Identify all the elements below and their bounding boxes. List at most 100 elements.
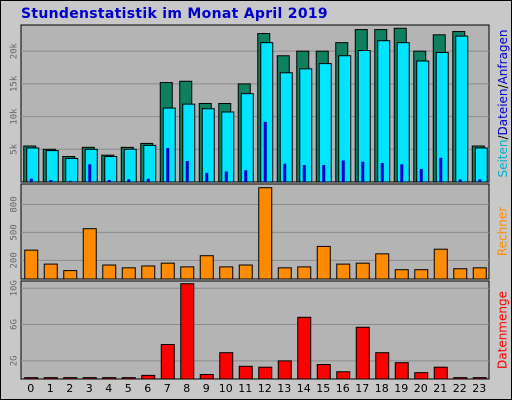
bar-datenmenge xyxy=(355,326,370,380)
bar-datenmenge xyxy=(63,377,78,380)
bar-datenmenge xyxy=(141,374,156,380)
bar-rechner xyxy=(277,267,292,280)
bar-datenmenge xyxy=(180,283,195,380)
bar-anfragen xyxy=(146,178,150,182)
xtick-label: 21 xyxy=(433,382,447,395)
bar-rechner xyxy=(297,266,312,280)
bar-datenmenge xyxy=(258,366,273,380)
xtick-label: 22 xyxy=(453,382,467,395)
ytick-label-middle: 800 xyxy=(10,196,20,212)
bar-anfragen xyxy=(107,180,111,182)
bar-anfragen xyxy=(185,161,189,182)
bar-rechner xyxy=(414,269,429,280)
bar-datenmenge xyxy=(375,352,390,380)
bar-anfragen xyxy=(29,178,33,182)
bar-anfragen xyxy=(341,160,345,182)
bar-datenmenge xyxy=(43,377,58,380)
bar-anfragen xyxy=(49,180,53,182)
bar-dateien xyxy=(143,144,157,183)
xtick-label: 3 xyxy=(86,382,93,395)
bar-datenmenge xyxy=(82,377,97,380)
bar-datenmenge xyxy=(277,360,292,380)
bar-rechner xyxy=(433,248,448,280)
xtick-label: 2 xyxy=(66,382,73,395)
bar-datenmenge xyxy=(102,377,117,380)
bar-rechner xyxy=(316,245,331,280)
xtick-label: 14 xyxy=(297,382,311,395)
plot-area-bottom xyxy=(20,280,490,380)
bar-anfragen xyxy=(88,164,92,182)
axis-label-top: Seiten/Dateien/Anfragen xyxy=(496,29,510,177)
bar-anfragen xyxy=(458,179,462,182)
bar-datenmenge xyxy=(336,371,351,380)
bar-rechner xyxy=(355,262,370,280)
bar-anfragen xyxy=(166,147,170,182)
bar-datenmenge xyxy=(24,377,39,380)
ytick-label-top: 15k xyxy=(10,75,20,92)
bar-rechner xyxy=(394,269,409,280)
bar-rechner xyxy=(336,263,351,280)
bar-datenmenge xyxy=(433,366,448,380)
xtick-label: 9 xyxy=(203,382,210,395)
bar-rechner xyxy=(63,270,78,280)
bar-datenmenge xyxy=(316,363,331,380)
xtick-label: 12 xyxy=(258,382,272,395)
chart-title: Stundenstatistik im Monat April 2019 xyxy=(21,6,328,22)
bar-anfragen xyxy=(380,163,384,182)
bar-anfragen xyxy=(283,163,287,182)
bar-rechner xyxy=(472,267,487,280)
xtick-label: 23 xyxy=(472,382,486,395)
bar-anfragen xyxy=(419,168,423,182)
xtick-label: 17 xyxy=(355,382,369,395)
bar-anfragen xyxy=(244,170,248,182)
axis-label-seiten: Seiten xyxy=(496,140,510,178)
bar-rechner xyxy=(121,267,136,280)
bar-anfragen xyxy=(322,164,326,182)
bar-anfragen xyxy=(224,171,228,182)
bar-rechner xyxy=(102,264,117,280)
xtick-label: 16 xyxy=(336,382,350,395)
bar-rechner xyxy=(180,266,195,280)
xtick-label: 13 xyxy=(277,382,291,395)
axis-label-anfragen: Anfragen xyxy=(496,29,510,84)
bar-rechner xyxy=(24,249,39,280)
bar-dateien xyxy=(455,35,469,183)
bar-dateien xyxy=(45,150,59,183)
bar-anfragen xyxy=(478,179,482,182)
bar-datenmenge xyxy=(414,372,429,380)
bar-anfragen xyxy=(400,164,404,182)
bar-rechner xyxy=(219,266,234,280)
bar-rechner xyxy=(199,255,214,280)
bar-anfragen xyxy=(439,157,443,182)
ytick-label-bottom: 10G xyxy=(10,280,20,296)
xtick-label: 1 xyxy=(47,382,54,395)
bar-datenmenge xyxy=(238,365,253,380)
bar-datenmenge xyxy=(297,316,312,380)
bar-dateien xyxy=(201,108,215,183)
bar-anfragen xyxy=(68,180,72,182)
ytick-label-top: 5k xyxy=(10,143,20,154)
xtick-label: 10 xyxy=(219,382,233,395)
axis-label-sep1: / xyxy=(496,135,510,140)
axis-label-sep2: / xyxy=(496,83,510,88)
xtick-label: 7 xyxy=(164,382,171,395)
xtick-label: 6 xyxy=(144,382,151,395)
bar-datenmenge xyxy=(199,373,214,380)
bar-rechner xyxy=(82,228,97,280)
bar-anfragen xyxy=(127,179,131,182)
bar-datenmenge xyxy=(219,352,234,380)
bar-rechner xyxy=(160,262,175,280)
bar-dateien xyxy=(221,111,235,183)
axis-label-rechner: Rechner xyxy=(496,207,510,256)
xtick-label: 15 xyxy=(316,382,330,395)
bar-anfragen xyxy=(263,121,267,182)
ytick-label-middle: 200 xyxy=(10,252,20,268)
bar-datenmenge xyxy=(160,344,175,380)
ytick-label-middle: 500 xyxy=(10,224,20,240)
axis-label-datenmenge: Datenmenge xyxy=(496,291,510,369)
bar-dateien xyxy=(123,148,137,183)
ytick-label-top: 10k xyxy=(10,108,20,125)
bar-dateien xyxy=(377,40,391,183)
bar-rechner xyxy=(141,265,156,280)
bar-dateien xyxy=(416,60,430,183)
